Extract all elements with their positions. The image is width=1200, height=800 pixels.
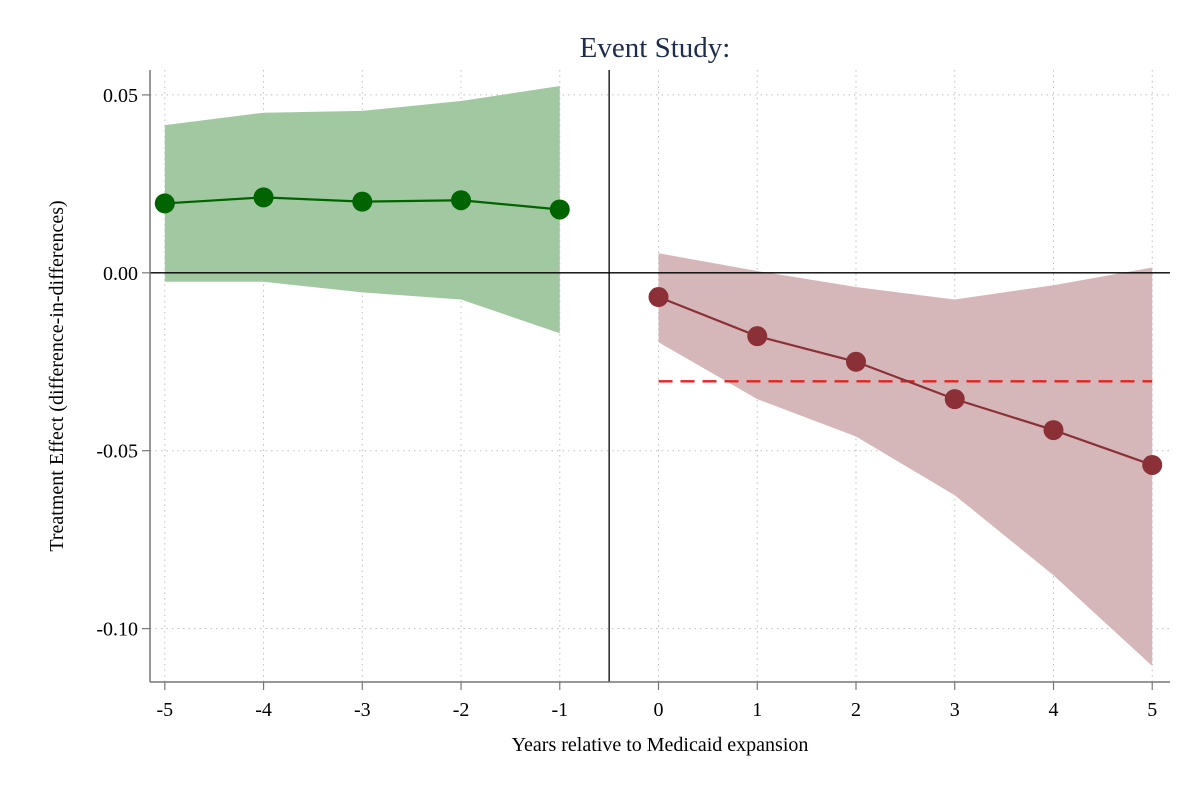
x-tick-label: -5	[156, 699, 173, 721]
chart-title: Event Study:	[580, 32, 731, 64]
series-points	[154, 187, 1163, 475]
point-post	[1142, 454, 1163, 475]
ci-band-post	[658, 253, 1153, 666]
point-post	[648, 287, 669, 308]
point-pre	[352, 191, 373, 212]
x-tick-label: -1	[551, 699, 568, 721]
x-tick-label: 3	[950, 699, 960, 721]
reference-lines	[150, 70, 1170, 682]
axes	[142, 70, 1170, 690]
point-post	[846, 351, 867, 372]
point-post	[747, 326, 768, 347]
x-tick-label: 5	[1147, 699, 1157, 721]
y-tick-label: -0.10	[96, 619, 138, 641]
point-pre	[154, 193, 175, 214]
x-tick-label: 4	[1048, 699, 1058, 721]
y-tick-label: 0.00	[103, 263, 138, 285]
point-pre	[253, 187, 274, 208]
x-tick-label: -3	[354, 699, 371, 721]
x-tick-label: 0	[654, 699, 664, 721]
x-tick-label: -4	[255, 699, 272, 721]
tick-labels: -5 -4 -3 -2 -1 0 1 2 3 4 5 0.05 0.00 -0.05 -0.10	[96, 85, 1157, 721]
point-post	[1043, 420, 1064, 441]
y-tick-label: -0.05	[96, 441, 138, 463]
series-line-post	[658, 295, 1153, 466]
y-axis-title: Treatment Effect (difference-in-differen…	[46, 200, 68, 551]
x-tick-label: 2	[851, 699, 861, 721]
point-pre	[549, 199, 570, 220]
x-tick-label: 1	[752, 699, 762, 721]
x-axis-title: Years relative to Medicaid expansion	[512, 734, 809, 756]
point-pre	[451, 190, 472, 211]
confidence-bands	[164, 86, 1153, 666]
y-tick-label: 0.05	[103, 85, 138, 107]
point-post	[944, 389, 965, 410]
x-tick-label: -2	[453, 699, 470, 721]
